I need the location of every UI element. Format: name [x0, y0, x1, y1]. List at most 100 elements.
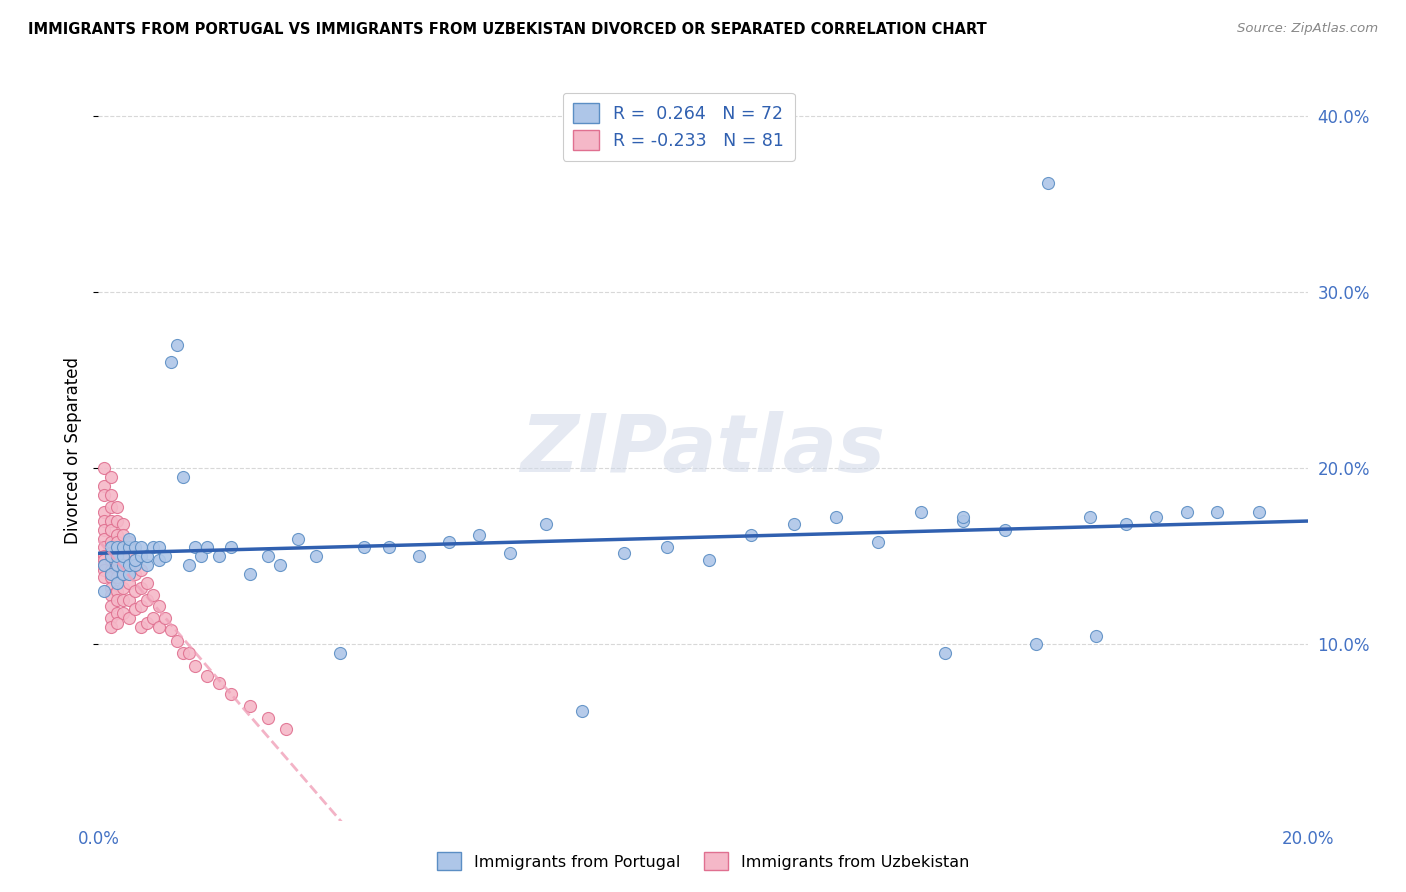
Point — [124, 553, 146, 567]
Point — [1115, 517, 1137, 532]
Point — [105, 535, 128, 549]
Point — [93, 541, 115, 555]
Text: Source: ZipAtlas.com: Source: ZipAtlas.com — [1237, 22, 1378, 36]
Point — [100, 535, 122, 549]
Point — [124, 558, 146, 572]
Point — [105, 558, 128, 572]
Point — [93, 461, 115, 475]
Point — [100, 549, 122, 564]
Point — [100, 546, 122, 560]
Y-axis label: Divorced or Separated: Divorced or Separated — [65, 357, 83, 544]
Point — [118, 532, 141, 546]
Point — [118, 541, 141, 555]
Point — [239, 566, 262, 581]
Point — [148, 541, 170, 555]
Point — [697, 553, 720, 567]
Point — [571, 704, 593, 718]
Point — [408, 549, 430, 564]
Point — [111, 558, 134, 572]
Point — [195, 541, 218, 555]
Point — [93, 549, 115, 564]
Point — [129, 620, 152, 634]
Point — [111, 541, 134, 555]
Point — [93, 532, 115, 546]
Point — [118, 549, 141, 564]
Point — [142, 611, 165, 625]
Point — [129, 581, 152, 595]
Point — [825, 510, 848, 524]
Point — [100, 487, 122, 501]
Point — [269, 558, 291, 572]
Point — [105, 514, 128, 528]
Point — [111, 541, 134, 555]
Point — [135, 575, 157, 590]
Point — [93, 523, 115, 537]
Point — [100, 620, 122, 634]
Point — [100, 500, 122, 514]
Point — [100, 588, 122, 602]
Point — [190, 549, 212, 564]
Point — [124, 553, 146, 567]
Point — [118, 558, 141, 572]
Point — [105, 616, 128, 631]
Point — [100, 523, 122, 537]
Point — [1085, 628, 1108, 642]
Point — [655, 541, 678, 555]
Point — [105, 500, 128, 514]
Point — [1024, 637, 1046, 651]
Point — [111, 581, 134, 595]
Point — [208, 676, 231, 690]
Point — [305, 549, 328, 564]
Text: ZIPatlas: ZIPatlas — [520, 411, 886, 490]
Point — [1036, 176, 1059, 190]
Point — [111, 566, 134, 581]
Point — [105, 549, 128, 564]
Point — [534, 517, 557, 532]
Point — [142, 588, 165, 602]
Point — [111, 593, 134, 607]
Point — [93, 558, 115, 572]
Point — [179, 646, 201, 660]
Point — [287, 532, 309, 546]
Point — [353, 541, 375, 555]
Point — [105, 570, 128, 584]
Point — [93, 563, 115, 577]
Point — [118, 611, 141, 625]
Point — [135, 549, 157, 564]
Point — [498, 546, 520, 560]
Point — [135, 616, 157, 631]
Point — [118, 535, 141, 549]
Point — [910, 505, 932, 519]
Point — [124, 584, 146, 599]
Point — [93, 558, 115, 572]
Point — [184, 658, 207, 673]
Point — [153, 611, 176, 625]
Point — [100, 553, 122, 567]
Point — [329, 646, 352, 660]
Point — [100, 470, 122, 484]
Point — [377, 541, 399, 555]
Point — [142, 541, 165, 555]
Point — [868, 535, 890, 549]
Text: IMMIGRANTS FROM PORTUGAL VS IMMIGRANTS FROM UZBEKISTAN DIVORCED OR SEPARATED COR: IMMIGRANTS FROM PORTUGAL VS IMMIGRANTS F… — [28, 22, 987, 37]
Point — [111, 606, 134, 620]
Point — [105, 541, 128, 555]
Point — [135, 558, 157, 572]
Point — [118, 566, 141, 581]
Point — [100, 566, 122, 581]
Point — [105, 606, 128, 620]
Point — [111, 528, 134, 542]
Point — [105, 584, 128, 599]
Point — [124, 541, 146, 555]
Point — [1175, 505, 1198, 519]
Point — [111, 517, 134, 532]
Point — [221, 687, 243, 701]
Legend: R =  0.264   N = 72, R = -0.233   N = 81: R = 0.264 N = 72, R = -0.233 N = 81 — [562, 93, 794, 161]
Point — [105, 528, 128, 542]
Point — [274, 722, 297, 736]
Point — [148, 553, 170, 567]
Point — [613, 546, 636, 560]
Point — [93, 505, 115, 519]
Point — [195, 669, 218, 683]
Point — [160, 355, 183, 369]
